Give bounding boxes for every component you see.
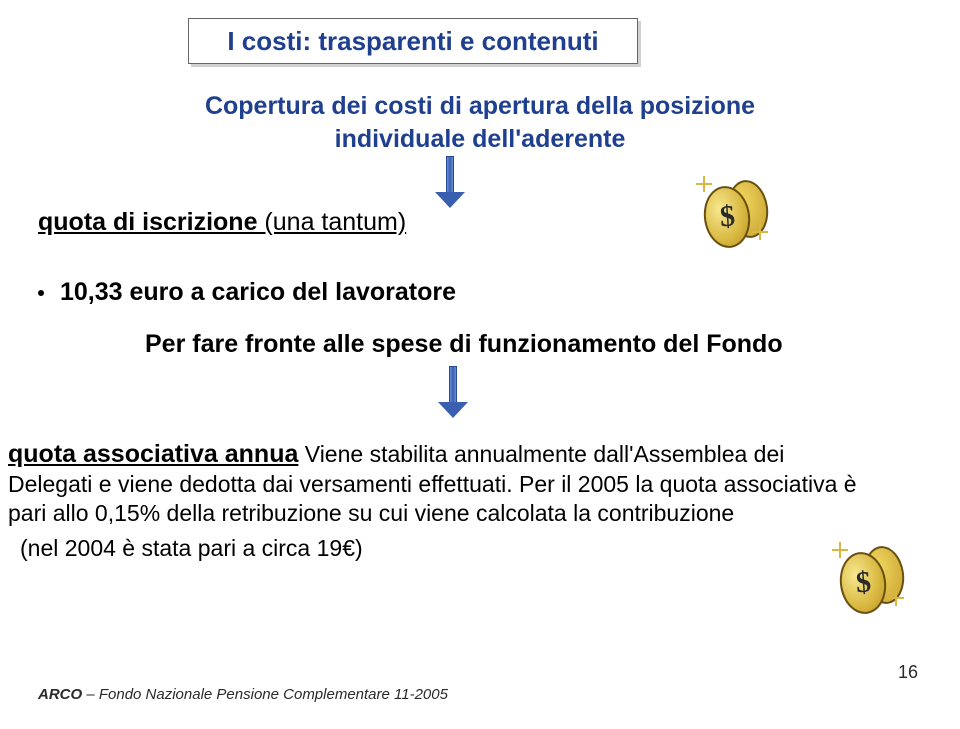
quota-iscrizione-paren: (una tantum) [257,208,406,236]
bullet-icon [38,290,44,296]
money-coin-icon: $ [690,172,774,256]
subtitle-line-1: Copertura dei costi di apertura della po… [170,90,790,123]
funzionamento-text: Per fare fronte alle spese di funzioname… [145,330,783,359]
quota-associativa-block: quota associativa annua Viene stabilita … [8,438,868,562]
title-box: I costi: trasparenti e contenuti [188,18,638,64]
quota-iscrizione-heading: quota di iscrizione (una tantum) [38,208,406,237]
quota-associativa-paren: (nel 2004 è stata pari a circa 19€) [20,535,868,562]
quota-associativa-paragraph: quota associativa annua Viene stabilita … [8,438,868,529]
arrow-down-icon [435,156,465,208]
subtitle-block: Copertura dei costi di apertura della po… [170,90,790,155]
money-coin-icon: $ [826,538,910,622]
dollar-sign: $ [718,200,735,235]
quota-iscrizione-label: quota di iscrizione [38,208,257,236]
arrow-down-icon [438,366,468,418]
footer-text: ARCO – Fondo Nazionale Pensione Compleme… [38,686,448,703]
quota-associativa-label: quota associativa annua [8,440,298,468]
bullet-row: 10,33 euro a carico del lavoratore [38,278,456,307]
dollar-sign: $ [854,566,871,601]
footer-rest: – Fondo Nazionale Pensione Complementare… [82,686,448,703]
bullet-text-1: 10,33 euro a carico del lavoratore [60,278,456,307]
subtitle-line-2: individuale dell'aderente [170,123,790,156]
slide-title: I costi: trasparenti e contenuti [227,26,598,57]
footer-brand: ARCO [38,686,82,703]
page-number: 16 [898,662,918,683]
